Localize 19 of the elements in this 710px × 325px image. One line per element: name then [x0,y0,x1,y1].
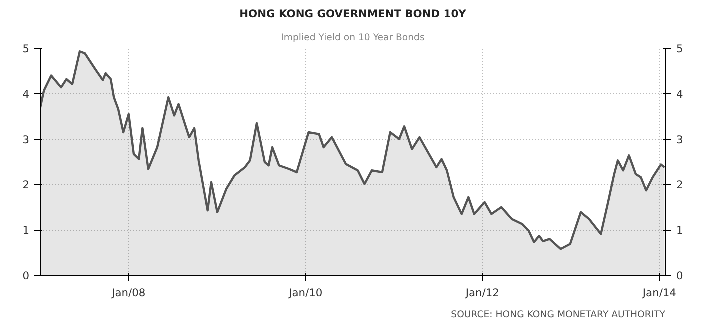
y2-tick-label: 4 [676,88,684,101]
y-tick-label: 4 [22,88,30,101]
y2-tick-label: 5 [676,42,684,56]
y2-tick-label: 1 [676,224,684,238]
y-tick-label: 5 [22,42,30,56]
y2-tick-label: 3 [676,133,684,146]
y2-tick-label: 2 [676,178,684,192]
y-tick-label: 3 [22,133,30,146]
y-tick-label: 1 [22,224,30,238]
y2-tick-label: 0 [676,270,684,282]
x-tick-label: Jan/08 [111,286,146,300]
y-tick-label: 2 [22,178,30,192]
x-tick-label: Jan/12 [464,286,500,300]
chart-subtitle: Implied Yield on 10 Year Bonds [281,32,425,44]
chart-title: HONG KONG GOVERNMENT BOND 10Y [240,8,467,20]
x-tick-label: Jan/14 [642,286,677,300]
x-tick-label: Jan/10 [288,286,323,300]
source-note: SOURCE: HONG KONG MONETARY AUTHORITY [451,310,666,320]
y-tick-label: 0 [22,270,30,282]
